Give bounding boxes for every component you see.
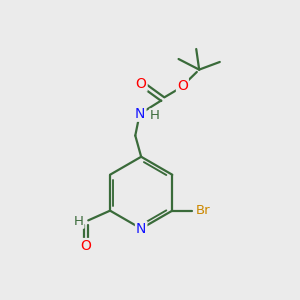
Text: H: H — [150, 109, 160, 122]
Text: Br: Br — [196, 204, 211, 217]
Text: N: N — [135, 107, 146, 121]
Text: O: O — [80, 239, 92, 253]
Text: O: O — [136, 77, 147, 91]
Text: H: H — [74, 215, 83, 228]
Text: O: O — [177, 79, 188, 92]
Text: N: N — [136, 222, 146, 236]
